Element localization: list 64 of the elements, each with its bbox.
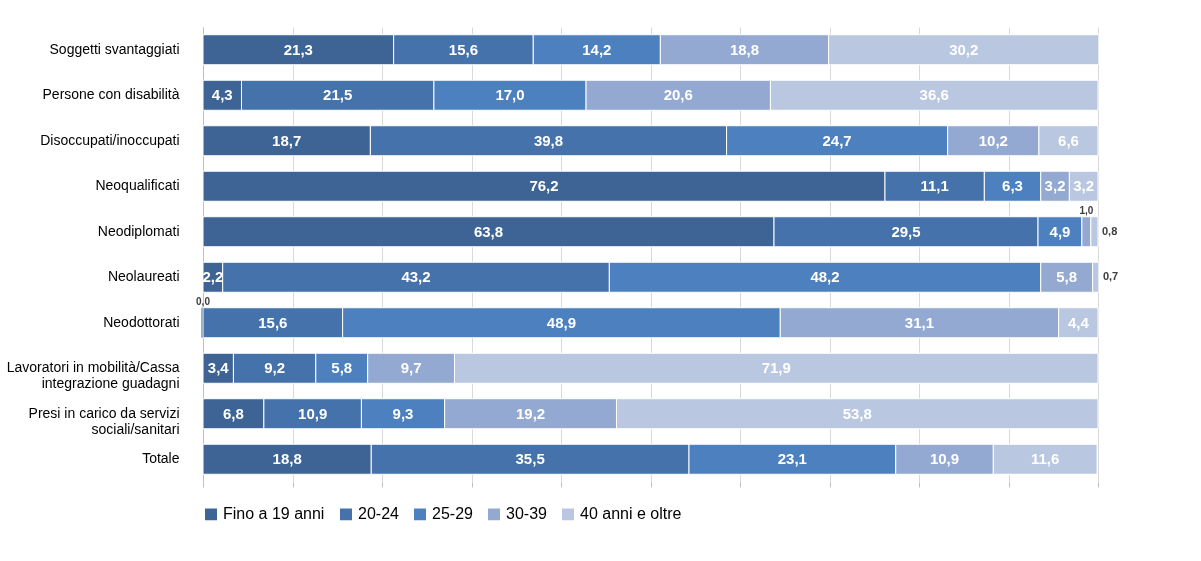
data-label: 76,2 xyxy=(529,177,559,195)
data-label: 21,3 xyxy=(283,40,313,58)
data-label: 48,9 xyxy=(546,313,577,331)
data-label: 29,5 xyxy=(891,222,921,240)
y-tick-label: Neodiplomati xyxy=(97,222,180,239)
data-label: 4,9 xyxy=(1049,222,1071,240)
data-label: 11,1 xyxy=(920,177,949,195)
legend-label: 30-39 xyxy=(506,505,548,523)
legend-label: Fino a 19 anni xyxy=(223,505,325,523)
y-tick-label: Totale xyxy=(142,450,180,467)
data-label: 10,9 xyxy=(298,404,328,422)
data-label: 53,8 xyxy=(842,404,872,422)
data-label: 71,9 xyxy=(761,359,791,377)
data-label: 0,7 xyxy=(1102,270,1119,283)
data-label: 4,3 xyxy=(211,86,233,104)
data-label: 9,7 xyxy=(400,359,422,377)
data-label: 20,6 xyxy=(663,86,693,104)
y-tick-label: Disoccupati/inoccupati xyxy=(40,131,180,148)
data-label: 21,5 xyxy=(323,86,353,104)
legend-label: 25-29 xyxy=(432,505,474,523)
data-label: 6,6 xyxy=(1058,131,1079,149)
data-label: 4,4 xyxy=(1067,313,1090,331)
data-label: 36,6 xyxy=(919,86,949,104)
data-label: 3,2 xyxy=(1073,177,1095,195)
data-label: 5,8 xyxy=(331,359,353,377)
data-label: 30,2 xyxy=(949,40,979,58)
data-label: 1,0 xyxy=(1079,204,1094,216)
data-label: 5,8 xyxy=(1056,268,1078,286)
data-label: 15,6 xyxy=(258,313,288,331)
data-label: 19,2 xyxy=(515,404,546,422)
data-label: 6,3 xyxy=(1002,177,1023,195)
data-label: 3,4 xyxy=(207,359,230,377)
data-label: 0,8 xyxy=(1102,224,1118,237)
data-label: 18,8 xyxy=(272,450,302,468)
y-tick-label: Neoqualificati xyxy=(95,177,180,194)
data-label: 9,3 xyxy=(392,404,414,422)
data-label: 14,2 xyxy=(582,40,612,58)
y-tick-label: Neodottorati xyxy=(103,313,180,330)
y-tick-label: Neolaureati xyxy=(107,268,180,285)
data-label: 15,6 xyxy=(448,40,479,58)
y-tick-label: Presi in carico da servizi sociali/sanitari xyxy=(28,404,180,437)
data-label: 35,5 xyxy=(515,450,545,468)
y-tick-label: Lavoratori in mobilità/Cassa integrazione guadagni xyxy=(6,359,180,392)
data-label: 18,8 xyxy=(729,40,760,58)
data-label: 9,2 xyxy=(264,359,286,377)
data-label: 31,1 xyxy=(904,313,935,331)
y-tick-label: Persone con disabilità xyxy=(42,86,180,103)
data-label: 43,2 xyxy=(401,268,431,286)
data-label: 10,9 xyxy=(929,450,960,468)
data-label: 39,8 xyxy=(533,131,564,149)
data-label: 11,6 xyxy=(1031,450,1060,468)
legend-label: 20-24 xyxy=(358,505,400,523)
data-label: 63,8 xyxy=(473,222,504,240)
data-label: 48,2 xyxy=(810,268,840,286)
y-tick-label: Soggetti svantaggiati xyxy=(49,40,180,57)
data-label: 3,2 xyxy=(1044,177,1066,195)
data-label: 23,1 xyxy=(777,450,807,468)
data-label: 6,8 xyxy=(223,404,244,422)
data-label: 0,0 xyxy=(196,295,211,307)
data-label: 24,7 xyxy=(822,131,852,149)
data-label: 10,2 xyxy=(978,131,1008,149)
data-label: 18,7 xyxy=(272,131,302,149)
data-label: 17,0 xyxy=(495,86,525,104)
legend-label: 40 anni e oltre xyxy=(580,505,682,523)
